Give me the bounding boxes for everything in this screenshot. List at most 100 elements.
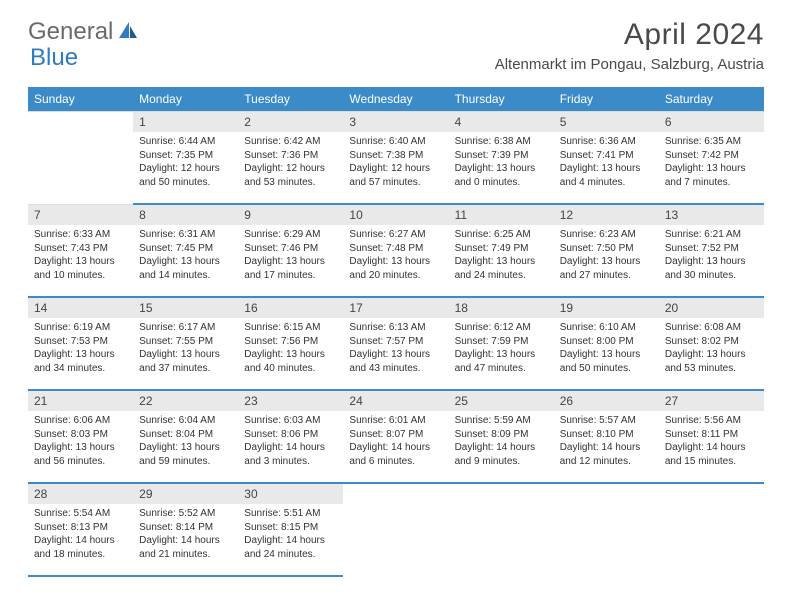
sunset-text: Sunset: 8:06 PM [244,428,337,442]
day-number-cell: 20 [659,297,764,318]
day-number-cell: 9 [238,204,343,225]
day-number-cell: 18 [449,297,554,318]
day-number-cell: 10 [343,204,448,225]
sunrise-text: Sunrise: 6:01 AM [349,414,442,428]
day-content-cell: Sunrise: 6:04 AMSunset: 8:04 PMDaylight:… [133,411,238,483]
day-content-cell: Sunrise: 6:10 AMSunset: 8:00 PMDaylight:… [554,318,659,390]
sunset-text: Sunset: 7:46 PM [244,242,337,256]
sunrise-text: Sunrise: 6:42 AM [244,135,337,149]
sunrise-text: Sunrise: 6:10 AM [560,321,653,335]
daynum-row: 14151617181920 [28,297,764,318]
daylight-text-2: and 53 minutes. [244,176,337,190]
daylight-text-1: Daylight: 14 hours [455,441,548,455]
header: General April 2024 Altenmarkt im Pongau,… [0,0,792,81]
day-content-cell [343,504,448,576]
sunset-text: Sunset: 8:09 PM [455,428,548,442]
weekday-header-row: Sunday Monday Tuesday Wednesday Thursday… [28,87,764,112]
day-number-cell [343,483,448,504]
daylight-text-2: and 59 minutes. [139,455,232,469]
day-number-cell: 27 [659,390,764,411]
weekday-friday: Friday [554,87,659,112]
day-number-cell: 14 [28,297,133,318]
daylight-text-1: Daylight: 14 hours [34,534,127,548]
day-number-cell: 26 [554,390,659,411]
daynum-row: 282930 [28,483,764,504]
sunrise-text: Sunrise: 6:35 AM [665,135,758,149]
day-number-cell: 3 [343,112,448,133]
day-content-cell: Sunrise: 6:31 AMSunset: 7:45 PMDaylight:… [133,225,238,297]
daylight-text-1: Daylight: 14 hours [139,534,232,548]
day-content-cell: Sunrise: 6:35 AMSunset: 7:42 PMDaylight:… [659,132,764,204]
day-content-cell: Sunrise: 6:40 AMSunset: 7:38 PMDaylight:… [343,132,448,204]
sunrise-text: Sunrise: 5:57 AM [560,414,653,428]
sunset-text: Sunset: 8:02 PM [665,335,758,349]
day-number-cell: 17 [343,297,448,318]
daylight-text-1: Daylight: 13 hours [665,348,758,362]
logo-sub: Blue [30,44,78,72]
sunrise-text: Sunrise: 6:31 AM [139,228,232,242]
daylight-text-1: Daylight: 13 hours [349,348,442,362]
day-number-cell: 13 [659,204,764,225]
daylight-text-1: Daylight: 13 hours [560,348,653,362]
day-content-cell: Sunrise: 6:12 AMSunset: 7:59 PMDaylight:… [449,318,554,390]
sunrise-text: Sunrise: 6:29 AM [244,228,337,242]
weekday-wednesday: Wednesday [343,87,448,112]
sunrise-text: Sunrise: 6:27 AM [349,228,442,242]
daynum-row: 21222324252627 [28,390,764,411]
day-content-cell: Sunrise: 6:23 AMSunset: 7:50 PMDaylight:… [554,225,659,297]
sunset-text: Sunset: 7:36 PM [244,149,337,163]
day-number-cell [28,112,133,133]
daylight-text-2: and 7 minutes. [665,176,758,190]
daylight-text-1: Daylight: 13 hours [455,348,548,362]
sunset-text: Sunset: 7:35 PM [139,149,232,163]
day-content-cell [449,504,554,576]
day-number-cell: 30 [238,483,343,504]
day-content-cell: Sunrise: 6:36 AMSunset: 7:41 PMDaylight:… [554,132,659,204]
daylight-text-2: and 18 minutes. [34,548,127,562]
sunset-text: Sunset: 7:50 PM [560,242,653,256]
day-content-cell: Sunrise: 6:06 AMSunset: 8:03 PMDaylight:… [28,411,133,483]
daylight-text-1: Daylight: 13 hours [665,255,758,269]
day-content-cell: Sunrise: 6:33 AMSunset: 7:43 PMDaylight:… [28,225,133,297]
content-row: Sunrise: 5:54 AMSunset: 8:13 PMDaylight:… [28,504,764,576]
day-number-cell: 6 [659,112,764,133]
daylight-text-1: Daylight: 13 hours [139,255,232,269]
daylight-text-2: and 40 minutes. [244,362,337,376]
daylight-text-1: Daylight: 14 hours [665,441,758,455]
sunset-text: Sunset: 8:11 PM [665,428,758,442]
day-content-cell: Sunrise: 6:29 AMSunset: 7:46 PMDaylight:… [238,225,343,297]
day-number-cell: 23 [238,390,343,411]
sunset-text: Sunset: 8:14 PM [139,521,232,535]
daylight-text-2: and 3 minutes. [244,455,337,469]
location-text: Altenmarkt im Pongau, Salzburg, Austria [495,56,764,73]
sunset-text: Sunset: 8:10 PM [560,428,653,442]
day-content-cell: Sunrise: 6:27 AMSunset: 7:48 PMDaylight:… [343,225,448,297]
sunrise-text: Sunrise: 6:04 AM [139,414,232,428]
sunset-text: Sunset: 8:15 PM [244,521,337,535]
daylight-text-1: Daylight: 13 hours [244,348,337,362]
daylight-text-2: and 15 minutes. [665,455,758,469]
daylight-text-2: and 24 minutes. [244,548,337,562]
day-content-cell: Sunrise: 6:08 AMSunset: 8:02 PMDaylight:… [659,318,764,390]
sunrise-text: Sunrise: 6:40 AM [349,135,442,149]
sunset-text: Sunset: 7:43 PM [34,242,127,256]
daylight-text-2: and 57 minutes. [349,176,442,190]
day-content-cell: Sunrise: 6:17 AMSunset: 7:55 PMDaylight:… [133,318,238,390]
daylight-text-1: Daylight: 13 hours [665,162,758,176]
sunrise-text: Sunrise: 6:25 AM [455,228,548,242]
sunset-text: Sunset: 7:39 PM [455,149,548,163]
daylight-text-2: and 24 minutes. [455,269,548,283]
daylight-text-2: and 30 minutes. [665,269,758,283]
day-number-cell: 15 [133,297,238,318]
daylight-text-2: and 9 minutes. [455,455,548,469]
sunrise-text: Sunrise: 6:23 AM [560,228,653,242]
day-number-cell: 8 [133,204,238,225]
day-content-cell [554,504,659,576]
daylight-text-1: Daylight: 13 hours [34,255,127,269]
day-number-cell [554,483,659,504]
sunrise-text: Sunrise: 5:52 AM [139,507,232,521]
daylight-text-1: Daylight: 13 hours [139,348,232,362]
day-content-cell: Sunrise: 5:52 AMSunset: 8:14 PMDaylight:… [133,504,238,576]
sunrise-text: Sunrise: 6:44 AM [139,135,232,149]
calendar-body: 123456 Sunrise: 6:44 AMSunset: 7:35 PMDa… [28,112,764,577]
